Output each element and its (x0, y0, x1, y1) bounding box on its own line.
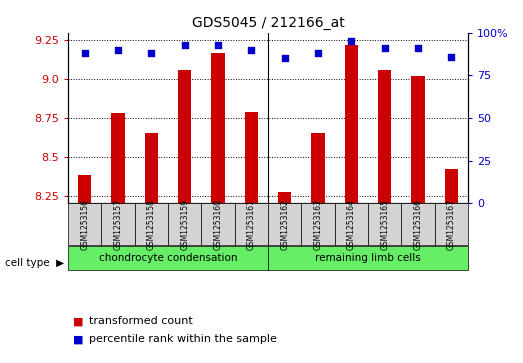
Bar (145, 134, 158, 203)
Point (214, 42, 222, 48)
Text: GSM1253167: GSM1253167 (447, 199, 456, 250)
Bar (368, 203, 402, 245)
Text: GSM1253159: GSM1253159 (180, 199, 189, 250)
Bar (412, 76, 425, 203)
Text: GSM1253166: GSM1253166 (414, 199, 423, 250)
Title: GDS5045 / 212166_at: GDS5045 / 212166_at (191, 16, 345, 30)
Point (414, 45, 422, 51)
Text: ■: ■ (73, 316, 84, 326)
Text: ■: ■ (73, 334, 84, 344)
Bar (435, 203, 468, 245)
Bar (268, 203, 301, 245)
Point (81, 50, 89, 56)
Bar (211, 53, 225, 203)
Text: remaining limb cells: remaining limb cells (315, 253, 421, 263)
Text: GSM1253163: GSM1253163 (314, 199, 323, 250)
Point (280, 56, 289, 61)
Point (114, 47, 122, 53)
Bar (178, 70, 191, 203)
Bar (311, 134, 325, 203)
Bar (78, 175, 92, 203)
Text: GSM1253158: GSM1253158 (147, 199, 156, 249)
Text: GSM1253157: GSM1253157 (113, 199, 122, 250)
Text: percentile rank within the sample: percentile rank within the sample (89, 334, 277, 344)
Bar (245, 112, 258, 203)
Bar (445, 169, 458, 203)
Bar (402, 203, 435, 245)
Bar (268, 246, 468, 270)
Text: transformed count: transformed count (89, 316, 192, 326)
Bar (168, 203, 201, 245)
Point (381, 45, 389, 51)
Text: GSM1253160: GSM1253160 (213, 199, 222, 250)
Text: GSM1253165: GSM1253165 (380, 199, 389, 250)
Point (447, 54, 456, 60)
Text: GSM1253156: GSM1253156 (80, 199, 89, 250)
Bar (111, 113, 124, 203)
Text: cell type  ▶: cell type ▶ (5, 258, 64, 268)
Point (180, 42, 189, 48)
Bar (68, 246, 268, 270)
Point (314, 50, 322, 56)
Bar (278, 192, 291, 203)
Bar (68, 203, 101, 245)
Bar (378, 70, 391, 203)
Bar (235, 203, 268, 245)
Bar (135, 203, 168, 245)
Point (247, 47, 256, 53)
Bar (301, 203, 335, 245)
Text: GSM1253161: GSM1253161 (247, 199, 256, 249)
Point (347, 38, 356, 44)
Text: chondrocyte condensation: chondrocyte condensation (99, 253, 237, 263)
Bar (201, 203, 235, 245)
Bar (101, 203, 135, 245)
Text: GSM1253164: GSM1253164 (347, 199, 356, 250)
Text: GSM1253162: GSM1253162 (280, 199, 289, 249)
Point (147, 50, 155, 56)
Bar (335, 203, 368, 245)
Bar (345, 45, 358, 203)
